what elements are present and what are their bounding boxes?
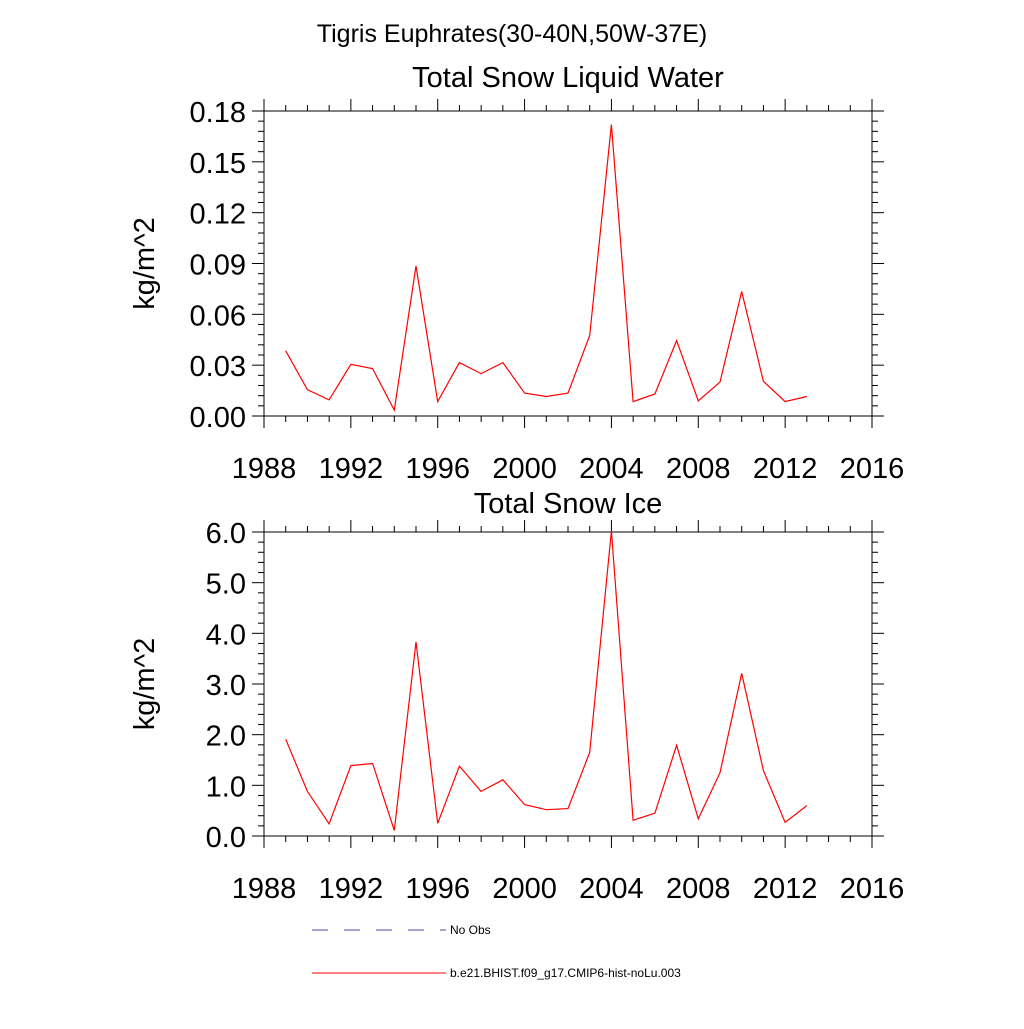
x-tick-label: 1996	[405, 873, 470, 905]
x-tick-label: 1996	[405, 453, 470, 485]
x-tick-label: 2008	[666, 453, 731, 485]
x-tick-label: 2012	[753, 453, 818, 485]
figure-suptitle: Tigris Euphrates(30-40N,50W-37E)	[317, 20, 707, 48]
x-tick-label: 1988	[232, 873, 297, 905]
series-line-1	[286, 125, 807, 411]
y-tick-label: 0.06	[190, 300, 246, 332]
x-tick-label: 2004	[579, 453, 644, 485]
x-tick-label: 2012	[753, 873, 818, 905]
chart-panel-1: Total Snow Liquid Water kg/m^2 1988 1992 199…	[129, 62, 904, 485]
x-tick-label: 2016	[840, 873, 905, 905]
y-tick-label: 6.0	[206, 518, 246, 550]
y-axis-label: kg/m^2	[129, 217, 161, 310]
x-tick-label: 1992	[319, 873, 384, 905]
x-tick-label: 1992	[319, 453, 384, 485]
plot-frame	[264, 111, 872, 416]
y-tick-label: 2.0	[206, 721, 246, 753]
legend-label: b.e21.BHIST.f09_g17.CMIP6-hist-noLu.003	[450, 966, 681, 980]
chart-title: Total Snow Ice	[474, 488, 663, 520]
y-axis-label: kg/m^2	[129, 638, 161, 731]
y-tick-label: 5.0	[206, 569, 246, 601]
x-tick-label: 2000	[492, 453, 557, 485]
y-tick-label: 1.0	[206, 771, 246, 803]
x-tick-label: 2008	[666, 873, 731, 905]
x-tick-label: 2016	[840, 453, 905, 485]
chart-panels: Total Snow Liquid Water kg/m^2 1988 1992 199…	[129, 62, 904, 905]
y-tick-label: 0.15	[190, 148, 246, 180]
legend: No Obs b.e21.BHIST.f09_g17.CMIP6-hist-noL…	[312, 923, 681, 980]
chart-title: Total Snow Liquid Water	[412, 62, 724, 94]
series-line-1	[286, 531, 807, 830]
y-tick-label: 3.0	[206, 670, 246, 702]
chart-panel-2: Total Snow Ice kg/m^2 1988 1992 1996 2000 2004…	[129, 488, 904, 905]
y-tick-label: 0.09	[190, 250, 246, 282]
plot-frame	[264, 532, 872, 836]
legend-item-1: No Obs	[312, 923, 491, 937]
y-tick-label: 0.18	[190, 97, 246, 129]
y-tick-label: 0.12	[190, 199, 246, 231]
legend-label: No Obs	[450, 923, 491, 937]
series-points	[286, 531, 807, 830]
x-tick-label: 2004	[579, 873, 644, 905]
y-tick-label: 4.0	[206, 619, 246, 651]
x-tick-label: 2000	[492, 873, 557, 905]
x-tick-label: 1988	[232, 453, 297, 485]
y-tick-label: 0.00	[190, 402, 246, 434]
y-tick-label: 0.0	[206, 822, 246, 854]
y-tick-label: 0.03	[190, 351, 246, 383]
legend-item-2: b.e21.BHIST.f09_g17.CMIP6-hist-noLu.003	[312, 966, 681, 980]
